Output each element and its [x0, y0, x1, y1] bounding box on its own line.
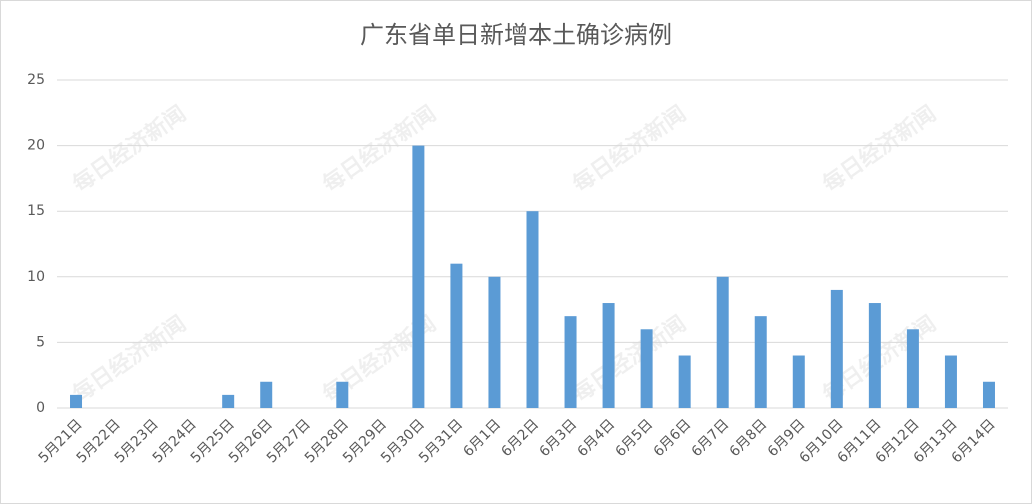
bar — [754, 316, 767, 408]
bar — [982, 381, 995, 408]
bar — [488, 276, 501, 408]
bar — [906, 329, 919, 408]
bar — [222, 394, 235, 408]
y-tick-label: 5 — [36, 334, 45, 350]
bar — [526, 211, 539, 408]
y-tick-label: 15 — [27, 203, 45, 219]
y-tick-label: 20 — [27, 138, 45, 154]
bar — [450, 263, 463, 408]
chart-title: 广东省单日新增本土确诊病例 — [360, 21, 672, 49]
bar — [336, 381, 349, 408]
bar — [640, 329, 653, 408]
bar — [412, 145, 425, 408]
y-tick-label: 25 — [27, 72, 45, 88]
bar — [792, 355, 805, 408]
y-tick-label: 0 — [36, 400, 45, 416]
y-tick-label: 10 — [27, 269, 45, 285]
bar — [868, 303, 881, 408]
bar — [260, 381, 273, 408]
bar — [564, 316, 577, 408]
bar — [678, 355, 691, 408]
bar — [830, 289, 843, 408]
bar — [602, 303, 615, 408]
bar — [70, 394, 83, 408]
bar — [716, 276, 729, 408]
bar — [944, 355, 957, 408]
